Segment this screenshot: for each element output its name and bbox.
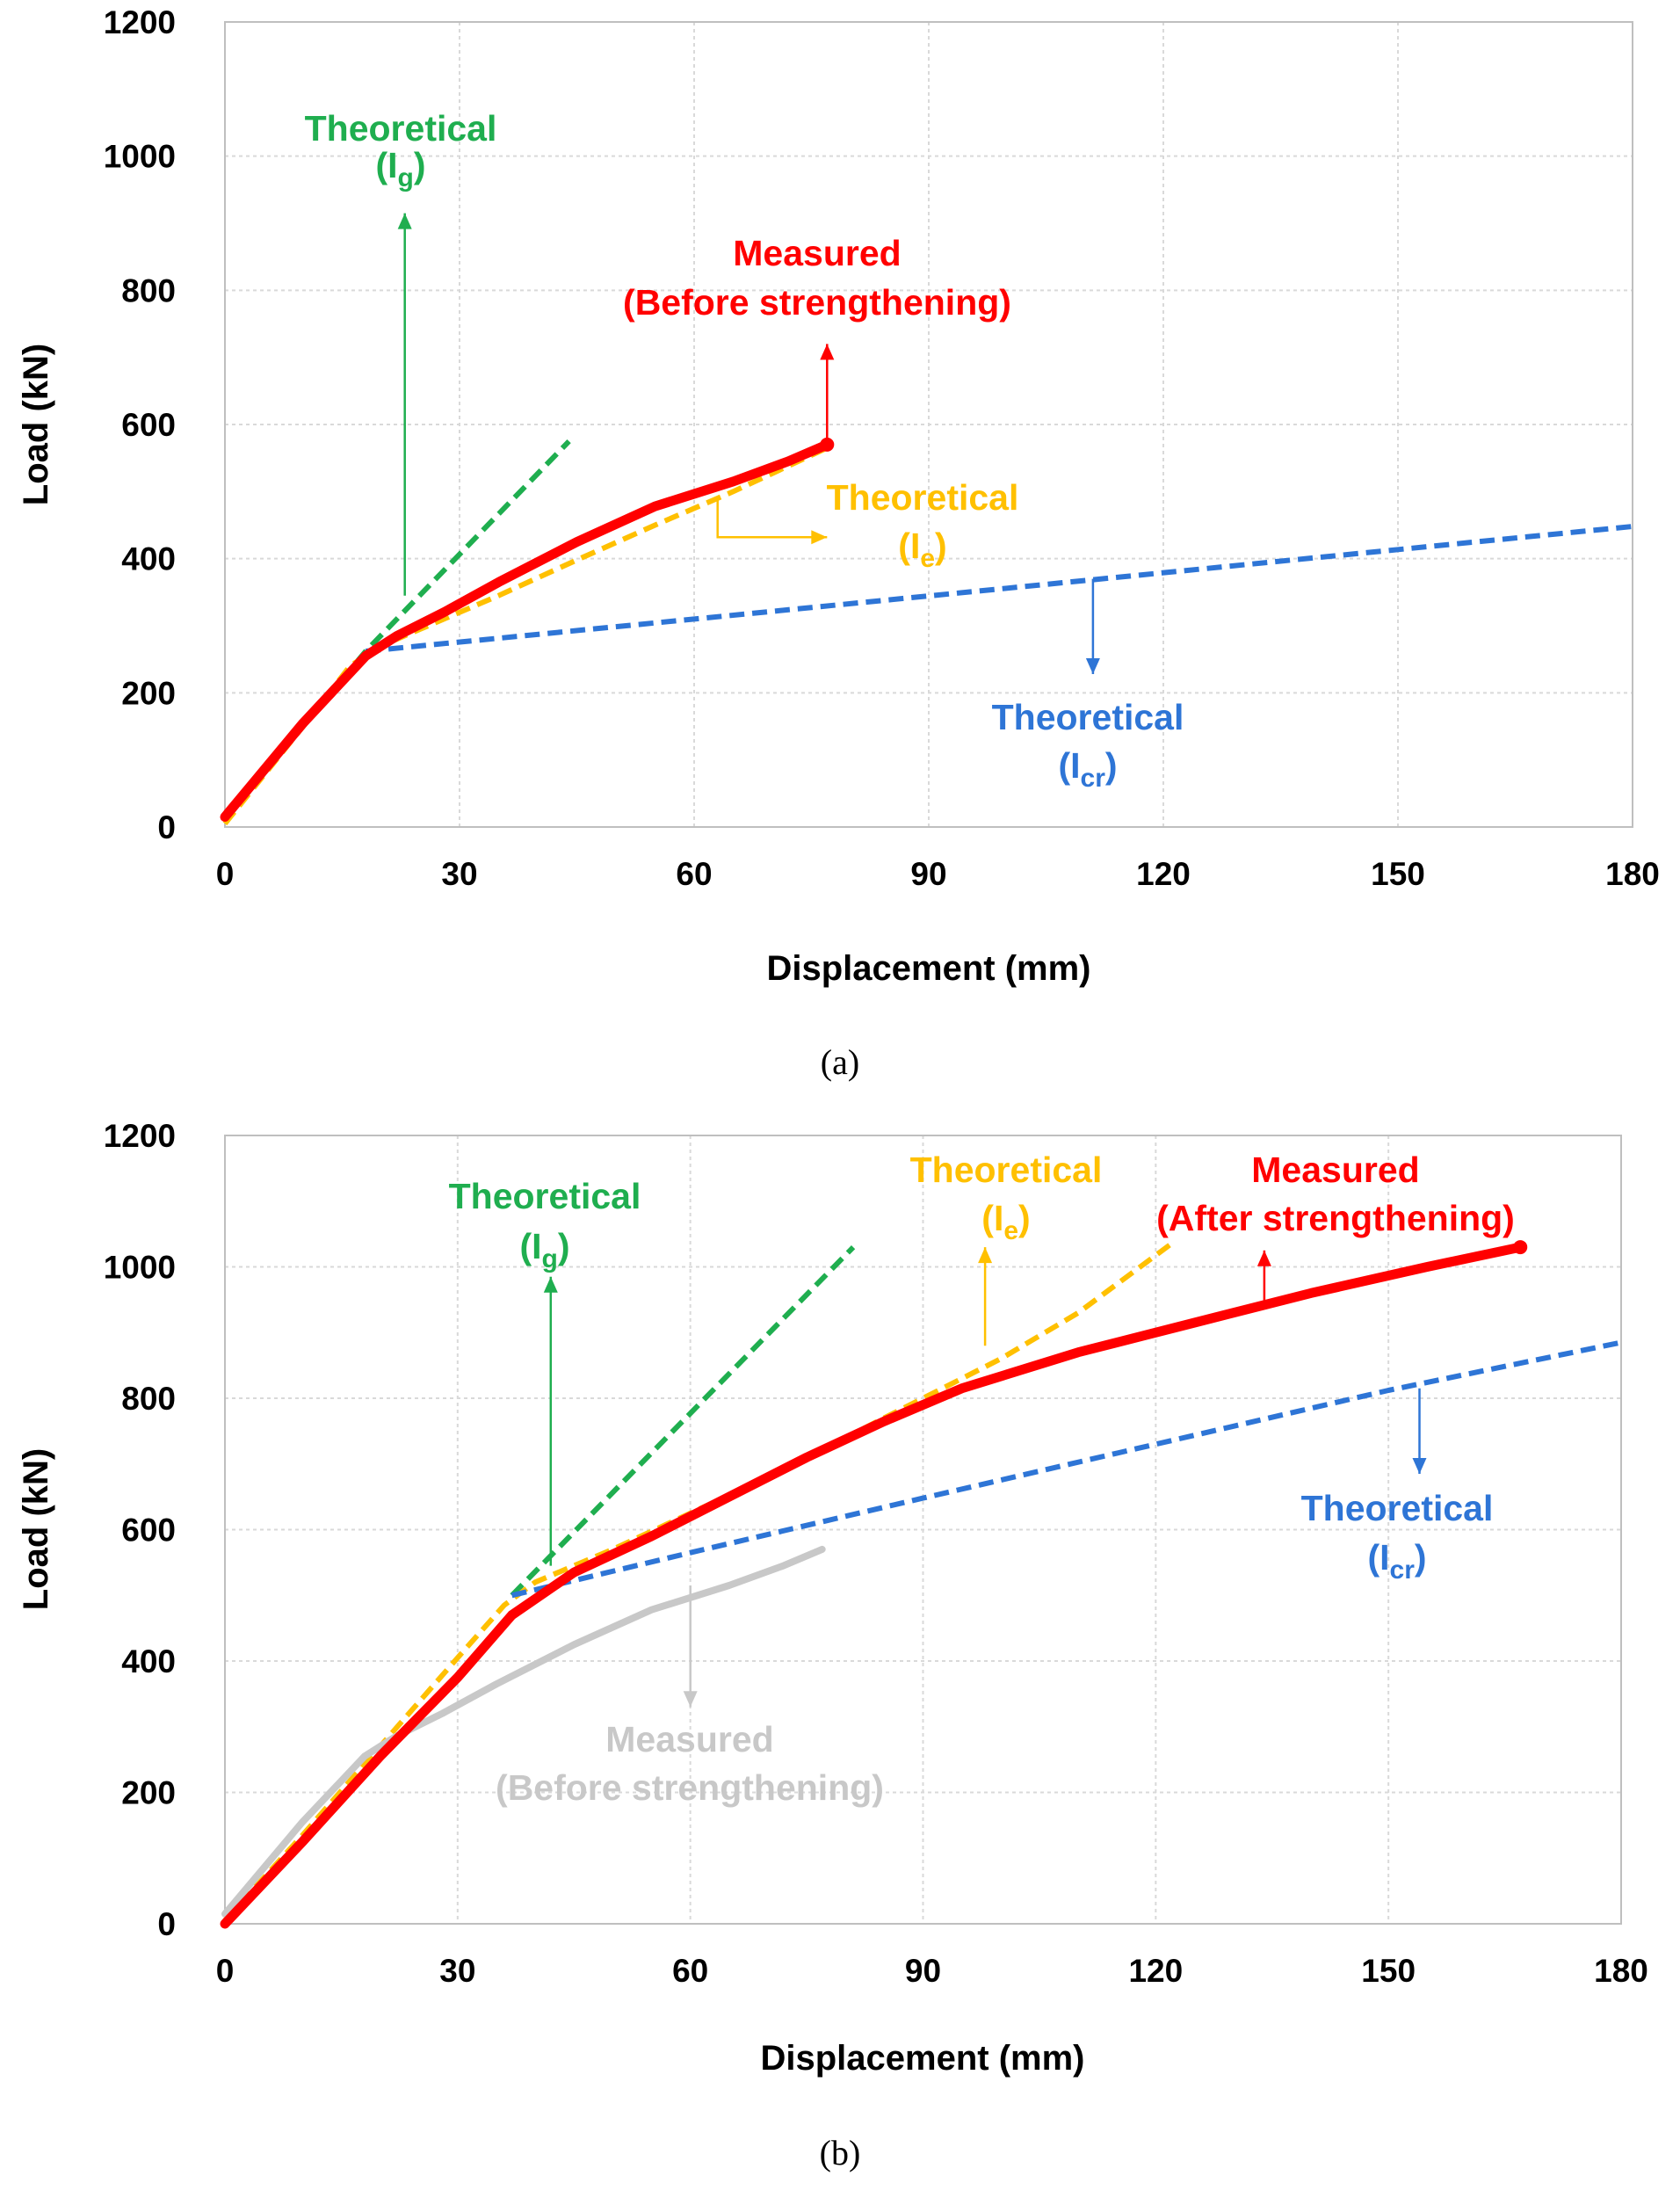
x-tick-label: 90: [910, 856, 946, 892]
arrowhead-icon: [978, 1247, 993, 1264]
series-theoretical-ie: [222, 1241, 1173, 1923]
annotation-label: Theoretical: [992, 697, 1184, 737]
y-tick-label: 1000: [104, 1250, 176, 1286]
y-axis-label-b: Load (kN): [17, 1448, 55, 1610]
annotation: Theoretical (Icr): [992, 578, 1184, 793]
annotation: Measured (Before strengthening): [496, 1585, 884, 1808]
series-theoretical-ig: [510, 1244, 856, 1598]
x-tick-label: 120: [1128, 1953, 1183, 1989]
series-end-marker: [1513, 1240, 1528, 1255]
x-tick-label: 0: [216, 1953, 235, 1989]
x-axis-label-a: Displacement (mm): [767, 949, 1091, 988]
x-tick-label: 150: [1361, 1953, 1416, 1989]
x-tick-label: 120: [1136, 856, 1191, 892]
annotation: Theoretical (Ie): [910, 1150, 1103, 1346]
arrowhead-icon: [1256, 1250, 1271, 1266]
y-tick-label: 0: [157, 1906, 176, 1942]
arrowhead-icon: [543, 1276, 558, 1293]
annotation-arrow-line: [716, 498, 828, 539]
plot-area: [224, 21, 1633, 828]
y-tick-label: 0: [157, 809, 176, 845]
x-tick-label: 60: [676, 856, 712, 892]
annotation-label: Theoretical: [910, 1150, 1103, 1190]
series-end-marker: [820, 437, 835, 452]
annotation: Theoretical (Ig): [449, 1176, 641, 1566]
arrowhead-icon: [397, 213, 412, 229]
series-measured-before: [220, 439, 832, 822]
series-measured-before: [221, 1545, 826, 1918]
annotation-label: (Ie): [981, 1198, 1030, 1245]
y-tick-label: 1000: [104, 139, 176, 175]
y-tick-label: 400: [121, 541, 176, 577]
x-tick-label: 30: [441, 856, 477, 892]
y-tick-label: 200: [121, 675, 176, 711]
chart-b: 0 30 60 90 120 150 180 0 200 400 600 800 1000 1200 The…: [17, 1118, 1648, 2173]
caption-b: (b): [820, 2133, 861, 2173]
annotation: Measured (After strengthening): [1156, 1150, 1515, 1307]
annotation-label: (Before strengthening): [623, 282, 1011, 323]
annotation-label: Measured: [733, 233, 901, 273]
y-tick-label: 800: [121, 272, 176, 308]
annotation: Measured (Before strengthening): [623, 233, 1011, 445]
arrowhead-icon: [1085, 658, 1100, 674]
annotation-label: (After strengthening): [1156, 1198, 1515, 1238]
x-axis-label-b: Displacement (mm): [761, 2039, 1085, 2078]
x-tick-label: 0: [216, 856, 235, 892]
gridlines: [224, 1135, 1622, 1925]
y-axis-label-a: Load (kN): [17, 344, 55, 505]
annotation: Theoretical(Ig): [305, 108, 497, 596]
annotation-label: (Ig): [519, 1226, 569, 1273]
arrowhead-icon: [1412, 1458, 1427, 1474]
annotation-label: (Ie): [898, 526, 946, 573]
annotation-label: (Ig): [375, 145, 425, 192]
annotation-label: Theoretical: [449, 1176, 641, 1216]
series-theoretical-icr: [365, 524, 1633, 654]
annotation-label: (Icr): [1367, 1537, 1426, 1585]
y-tick-label: 600: [121, 1512, 176, 1549]
y-tick-label: 800: [121, 1381, 176, 1417]
y-tick-label: 1200: [104, 4, 176, 40]
chart-a: 0 30 60 90 120 150 180 0 200 400 600 800 1000 1200 The…: [17, 4, 1660, 1082]
annotation-label: Theoretical: [305, 108, 497, 149]
annotation-label: (Before strengthening): [496, 1767, 884, 1808]
annotation: Theoretical (Icr): [1301, 1388, 1494, 1585]
series-measured-after: [220, 1242, 1525, 1929]
x-tick-label: 180: [1594, 1953, 1648, 1989]
y-tick-label: 400: [121, 1643, 176, 1679]
y-tick-label: 200: [121, 1775, 176, 1811]
annotation-label: Measured: [605, 1719, 773, 1759]
annotation-label: Theoretical: [1301, 1488, 1494, 1528]
x-tick-label: 180: [1605, 856, 1660, 892]
arrowhead-icon: [811, 530, 828, 545]
x-tick-label: 60: [672, 1953, 708, 1989]
annotation: Theoretical (Ie): [716, 477, 1019, 573]
annotation-label: (Icr): [1058, 745, 1117, 793]
x-tick-label: 150: [1371, 856, 1425, 892]
y-tick-label: 600: [121, 407, 176, 443]
plot-area: [224, 1135, 1622, 1925]
series-theoretical-icr: [511, 1339, 1622, 1599]
x-tick-label: 90: [905, 1953, 941, 1989]
arrowhead-icon: [820, 344, 835, 360]
x-tick-label: 30: [439, 1953, 475, 1989]
arrowhead-icon: [683, 1691, 698, 1708]
y-tick-label: 1200: [104, 1118, 176, 1154]
caption-a: (a): [821, 1042, 859, 1082]
annotation-label: Measured: [1251, 1150, 1419, 1190]
annotation-label: Theoretical: [827, 477, 1019, 518]
